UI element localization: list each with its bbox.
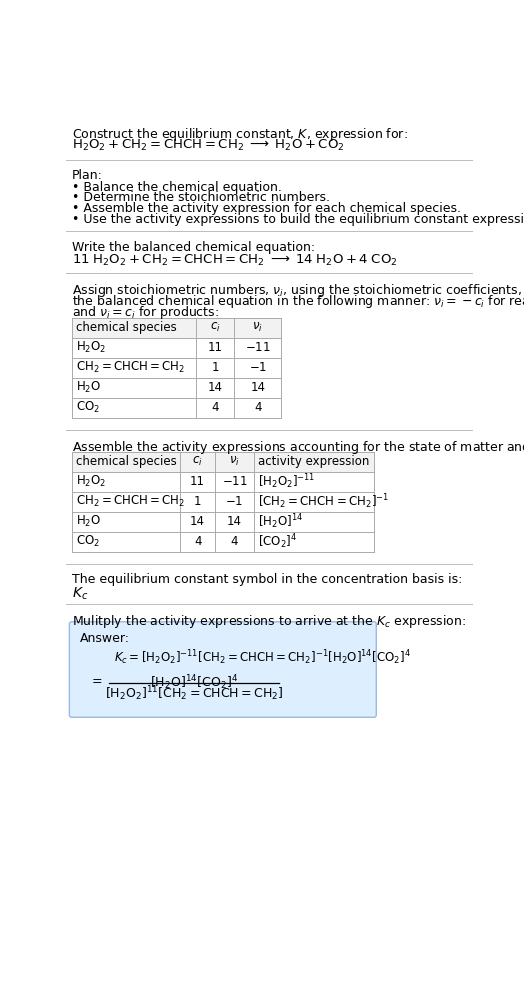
Text: 14: 14 bbox=[250, 381, 265, 394]
Text: $K_c$: $K_c$ bbox=[72, 586, 88, 602]
FancyBboxPatch shape bbox=[69, 622, 376, 717]
Text: • Use the activity expressions to build the equilibrium constant expression.: • Use the activity expressions to build … bbox=[72, 213, 524, 226]
Text: $[\mathrm{H_2O_2}]^{-11}$: $[\mathrm{H_2O_2}]^{-11}$ bbox=[258, 472, 316, 491]
Text: $\nu_i$: $\nu_i$ bbox=[252, 321, 263, 334]
Text: and $\nu_i = c_i$ for products:: and $\nu_i = c_i$ for products: bbox=[72, 303, 219, 321]
Text: The equilibrium constant symbol in the concentration basis is:: The equilibrium constant symbol in the c… bbox=[72, 573, 462, 586]
Bar bbox=[72, 451, 374, 552]
Bar bbox=[72, 317, 281, 418]
Text: 4: 4 bbox=[194, 535, 201, 549]
Text: $\mathrm{CO_2}$: $\mathrm{CO_2}$ bbox=[77, 400, 101, 416]
Text: 11: 11 bbox=[190, 475, 205, 489]
Text: $-11$: $-11$ bbox=[222, 475, 247, 489]
Text: the balanced chemical equation in the following manner: $\nu_i = -c_i$ for react: the balanced chemical equation in the fo… bbox=[72, 293, 524, 310]
Text: 4: 4 bbox=[211, 401, 219, 415]
Text: Answer:: Answer: bbox=[80, 631, 129, 645]
Text: $[\mathrm{H_2O}]^{14}$: $[\mathrm{H_2O}]^{14}$ bbox=[258, 512, 303, 531]
Text: Plan:: Plan: bbox=[72, 169, 103, 182]
Text: $-1$: $-1$ bbox=[248, 361, 267, 374]
Text: $c_i$: $c_i$ bbox=[210, 321, 221, 334]
Text: Mulitply the activity expressions to arrive at the $K_c$ expression:: Mulitply the activity expressions to arr… bbox=[72, 614, 466, 630]
Bar bbox=[72, 317, 281, 338]
Text: $\mathrm{H_2O_2}$: $\mathrm{H_2O_2}$ bbox=[77, 474, 107, 490]
Text: 14: 14 bbox=[190, 515, 205, 528]
Text: 1: 1 bbox=[211, 361, 219, 374]
Text: $=$: $=$ bbox=[89, 674, 103, 687]
Text: $\mathrm{CH_2{=}CHCH{=}CH_2}$: $\mathrm{CH_2{=}CHCH{=}CH_2}$ bbox=[77, 361, 185, 375]
Text: 14: 14 bbox=[208, 381, 223, 394]
Text: • Assemble the activity expression for each chemical species.: • Assemble the activity expression for e… bbox=[72, 202, 461, 215]
Bar bbox=[72, 451, 374, 472]
Text: $\mathrm{H_2O_2}$: $\mathrm{H_2O_2}$ bbox=[77, 340, 107, 356]
Text: 4: 4 bbox=[254, 401, 261, 415]
Text: Assign stoichiometric numbers, $\nu_i$, using the stoichiometric coefficients, $: Assign stoichiometric numbers, $\nu_i$, … bbox=[72, 283, 524, 299]
Text: Assemble the activity expressions accounting for the state of matter and $\nu_i$: Assemble the activity expressions accoun… bbox=[72, 439, 524, 456]
Text: 4: 4 bbox=[231, 535, 238, 549]
Text: $[\mathrm{CO_2}]^{4}$: $[\mathrm{CO_2}]^{4}$ bbox=[258, 532, 298, 551]
Text: $[\mathrm{CH_2{=}CHCH{=}CH_2}]^{-1}$: $[\mathrm{CH_2{=}CHCH{=}CH_2}]^{-1}$ bbox=[258, 492, 389, 511]
Text: $\mathrm{H_2O}$: $\mathrm{H_2O}$ bbox=[77, 380, 102, 395]
Text: Construct the equilibrium constant, $K$, expression for:: Construct the equilibrium constant, $K$,… bbox=[72, 126, 408, 143]
Text: $-1$: $-1$ bbox=[225, 495, 244, 508]
Text: $[\mathrm{H_2O_2}]^{11} [\mathrm{CH_2{=}CHCH{=}CH_2}]$: $[\mathrm{H_2O_2}]^{11} [\mathrm{CH_2{=}… bbox=[105, 685, 283, 703]
Text: $\mathrm{CH_2{=}CHCH{=}CH_2}$: $\mathrm{CH_2{=}CHCH{=}CH_2}$ bbox=[77, 494, 185, 509]
Text: $c_i$: $c_i$ bbox=[192, 455, 203, 468]
Text: 1: 1 bbox=[194, 495, 201, 508]
Text: $\mathrm{H_2O_2 + CH_2{=}CHCH{=}CH_2 \;\longrightarrow\; H_2O + CO_2}$: $\mathrm{H_2O_2 + CH_2{=}CHCH{=}CH_2 \;\… bbox=[72, 138, 344, 154]
Text: Write the balanced chemical equation:: Write the balanced chemical equation: bbox=[72, 240, 315, 253]
Text: 14: 14 bbox=[227, 515, 242, 528]
Text: chemical species: chemical species bbox=[77, 455, 177, 468]
Text: chemical species: chemical species bbox=[77, 321, 177, 334]
Text: $K_c = [\mathrm{H_2O_2}]^{-11} [\mathrm{CH_2{=}CHCH{=}CH_2}]^{-1} [\mathrm{H_2O}: $K_c = [\mathrm{H_2O_2}]^{-11} [\mathrm{… bbox=[114, 649, 411, 668]
Text: • Determine the stoichiometric numbers.: • Determine the stoichiometric numbers. bbox=[72, 191, 330, 204]
Text: activity expression: activity expression bbox=[258, 455, 370, 468]
Text: $\mathrm{CO_2}$: $\mathrm{CO_2}$ bbox=[77, 534, 101, 550]
Text: $-11$: $-11$ bbox=[245, 341, 270, 355]
Text: $\mathrm{11\;H_2O_2 + CH_2{=}CHCH{=}CH_2 \;\longrightarrow\; 14\;H_2O + 4\;CO_2}: $\mathrm{11\;H_2O_2 + CH_2{=}CHCH{=}CH_2… bbox=[72, 253, 397, 268]
Text: 11: 11 bbox=[208, 341, 223, 355]
Text: $\nu_i$: $\nu_i$ bbox=[229, 455, 240, 468]
Text: • Balance the chemical equation.: • Balance the chemical equation. bbox=[72, 180, 281, 194]
Text: $\mathrm{H_2O}$: $\mathrm{H_2O}$ bbox=[77, 514, 102, 529]
Text: $[\mathrm{H_2O}]^{14} [\mathrm{CO_2}]^{4}$: $[\mathrm{H_2O}]^{14} [\mathrm{CO_2}]^{4… bbox=[150, 674, 238, 692]
